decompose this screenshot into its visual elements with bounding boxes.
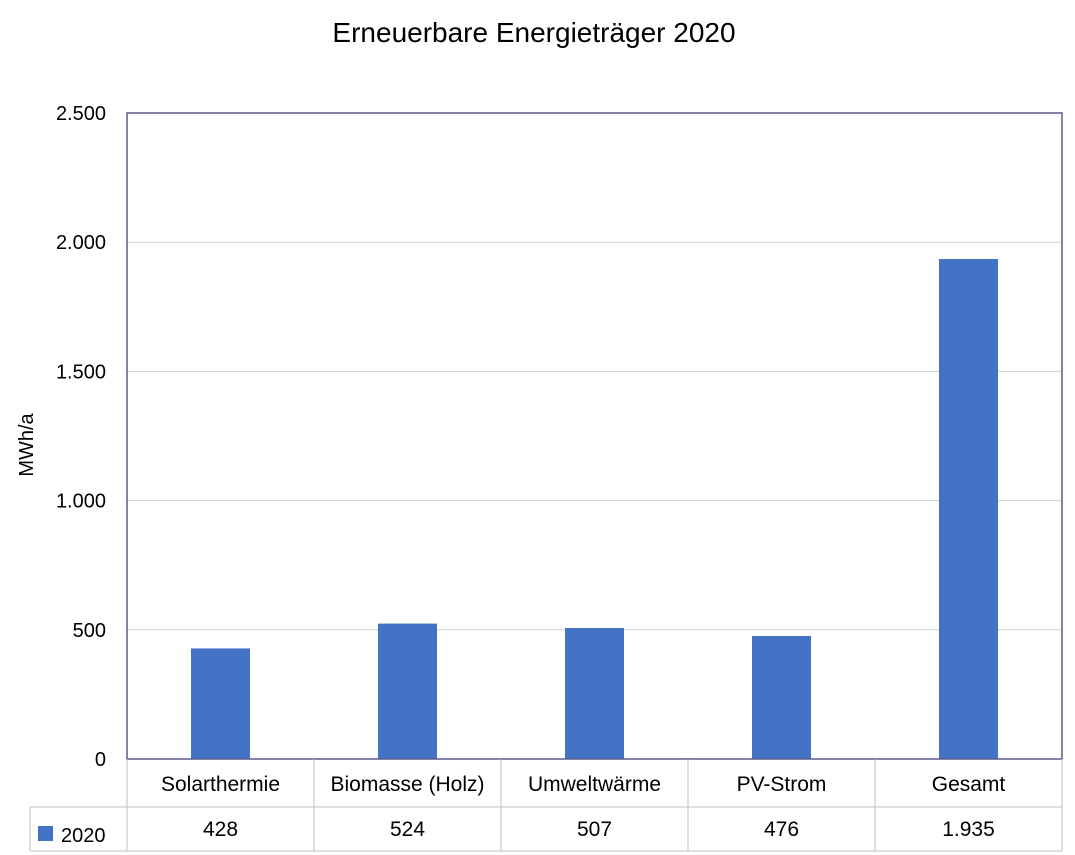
data-table: Solarthermie Biomasse (Holz) Umweltwärme PV… bbox=[29, 759, 1063, 852]
x-tick-label: Solarthermie bbox=[161, 773, 280, 796]
y-tick-label: 500 bbox=[73, 620, 106, 642]
y-tick-label: 1.500 bbox=[56, 361, 106, 383]
y-tick-label: 2.500 bbox=[56, 103, 106, 125]
legend-label: 2020 bbox=[61, 825, 106, 847]
y-tick-labels: 0 500 1.000 1.500 2.000 2.500 bbox=[56, 103, 106, 771]
x-tick-label: PV-Strom bbox=[737, 773, 827, 796]
legend-swatch bbox=[38, 826, 53, 841]
data-label: 524 bbox=[390, 818, 425, 841]
data-label: 428 bbox=[203, 818, 238, 841]
bar-1 bbox=[191, 648, 250, 759]
data-label: 1.935 bbox=[942, 818, 995, 841]
x-tick-label: Gesamt bbox=[932, 773, 1006, 796]
chart-title: Erneuerbare Energieträger 2020 bbox=[332, 17, 735, 48]
bar-4 bbox=[752, 636, 811, 759]
x-tick-label: Umweltwärme bbox=[528, 773, 661, 796]
y-tick-label: 2.000 bbox=[56, 232, 106, 254]
bars bbox=[191, 258, 998, 759]
bar-3 bbox=[565, 627, 624, 759]
grid-lines bbox=[127, 241, 1062, 631]
bar-2 bbox=[378, 623, 437, 759]
plot-border bbox=[126, 112, 1063, 760]
data-label: 476 bbox=[764, 818, 799, 841]
bar-5 bbox=[939, 258, 998, 759]
x-tick-label: Biomasse (Holz) bbox=[330, 773, 484, 796]
y-tick-label: 1.000 bbox=[56, 491, 106, 513]
y-axis-label: MWh/a bbox=[16, 412, 38, 476]
data-label: 507 bbox=[577, 818, 612, 841]
y-tick-label: 0 bbox=[95, 749, 106, 771]
